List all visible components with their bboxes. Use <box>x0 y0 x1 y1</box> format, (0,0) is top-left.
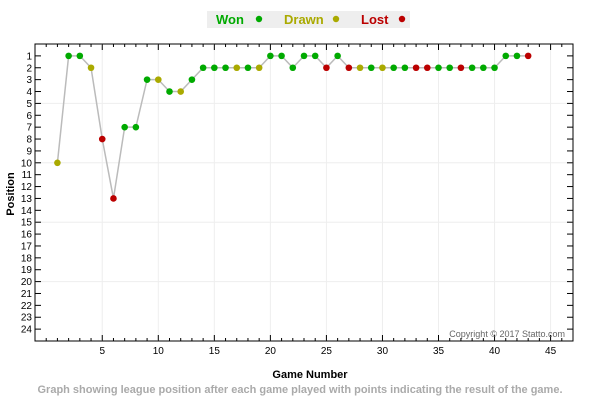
data-point-game-33 <box>412 64 420 72</box>
data-point-game-43 <box>524 52 532 60</box>
y-tick-label: 20 <box>21 277 33 288</box>
data-point-game-42 <box>513 52 521 60</box>
data-point-game-25 <box>323 64 330 72</box>
data-point-game-23 <box>300 52 308 60</box>
data-point-game-10 <box>154 76 162 83</box>
data-point-game-11 <box>166 88 173 95</box>
data-point-game-22 <box>289 64 297 72</box>
x-tick-label: 35 <box>433 346 445 357</box>
data-point-game-19 <box>255 64 263 72</box>
y-tick-label: 1 <box>26 51 32 62</box>
data-point-game-6 <box>110 195 117 202</box>
data-point-game-40 <box>491 64 498 72</box>
data-point-game-9 <box>143 76 151 83</box>
data-point-game-30 <box>379 64 386 72</box>
data-point-game-34 <box>423 64 431 72</box>
y-tick-label: 2 <box>26 63 32 74</box>
data-point-game-41 <box>502 52 510 60</box>
y-tick-label: 22 <box>21 301 33 312</box>
data-point-game-28 <box>356 64 364 72</box>
y-tick-label: 4 <box>26 87 32 98</box>
y-axis-title: Position <box>5 172 17 216</box>
y-tick-label: 9 <box>26 146 32 157</box>
axis-ticks: 5 10 15 20 25 30 35 40 4512345678910111213141516… <box>21 44 574 357</box>
data-point-game-14 <box>199 64 207 72</box>
data-point-game-31 <box>390 64 397 72</box>
data-point-game-26 <box>334 52 341 60</box>
x-axis-title: Game Number <box>272 369 348 381</box>
legend: Won Drawn Lost <box>207 11 410 28</box>
x-tick-label: 20 <box>265 346 277 357</box>
data-point-game-21 <box>278 52 285 60</box>
legend-label-won: Won <box>216 12 244 27</box>
y-tick-label: 6 <box>26 111 32 122</box>
data-points <box>54 52 532 202</box>
data-point-game-3 <box>76 52 84 60</box>
data-point-game-12 <box>177 88 185 95</box>
data-point-game-5 <box>98 135 106 143</box>
x-tick-label: 10 <box>153 346 165 357</box>
y-tick-label: 15 <box>21 218 33 229</box>
data-point-game-38 <box>468 64 476 72</box>
data-point-game-24 <box>311 52 319 60</box>
legend-label-drawn: Drawn <box>284 12 324 27</box>
x-tick-label: 5 <box>99 346 105 357</box>
y-tick-label: 18 <box>21 253 33 264</box>
y-tick-label: 19 <box>21 265 33 276</box>
data-point-game-1 <box>54 159 61 167</box>
x-tick-label: 40 <box>489 346 501 357</box>
data-point-game-4 <box>87 64 95 72</box>
data-point-game-18 <box>244 64 252 72</box>
data-point-game-2 <box>65 52 72 60</box>
y-tick-label: 12 <box>21 182 33 193</box>
y-tick-label: 7 <box>26 123 32 134</box>
data-point-game-36 <box>446 64 454 72</box>
y-tick-label: 10 <box>21 158 33 169</box>
y-tick-label: 16 <box>21 230 33 241</box>
y-tick-label: 23 <box>21 313 33 324</box>
x-tick-label: 15 <box>209 346 221 357</box>
legend-marker-lost <box>398 15 406 23</box>
legend-marker-drawn <box>332 15 340 23</box>
data-point-game-37 <box>457 64 465 72</box>
y-tick-label: 3 <box>26 75 32 86</box>
y-tick-label: 17 <box>21 241 33 252</box>
legend-marker-won <box>255 15 263 23</box>
y-tick-label: 11 <box>22 170 33 181</box>
data-point-game-35 <box>435 64 442 72</box>
data-point-game-8 <box>132 123 140 131</box>
y-tick-label: 5 <box>26 99 32 110</box>
legend-label-lost: Lost <box>361 12 389 27</box>
y-tick-label: 8 <box>26 135 32 146</box>
y-tick-label: 21 <box>21 289 33 300</box>
data-point-game-7 <box>121 123 128 131</box>
x-tick-label: 25 <box>321 346 333 357</box>
data-point-game-39 <box>480 64 487 72</box>
y-tick-label: 14 <box>21 206 33 217</box>
y-tick-label: 24 <box>21 325 33 336</box>
data-point-game-13 <box>188 76 196 83</box>
copyright-annotation: Copyright © 2017 Statto.com <box>449 329 565 339</box>
data-point-game-16 <box>222 64 229 72</box>
data-point-game-32 <box>401 64 409 72</box>
grid <box>35 44 573 341</box>
data-point-game-20 <box>267 52 274 60</box>
plot-area <box>34 43 574 342</box>
data-point-game-15 <box>211 64 218 72</box>
data-point-game-17 <box>233 64 241 72</box>
x-tick-label: 45 <box>545 346 557 357</box>
data-point-game-27 <box>345 64 353 72</box>
chart-caption: Graph showing league position after each… <box>37 384 562 396</box>
y-tick-label: 13 <box>21 194 33 205</box>
legend-box <box>207 11 410 28</box>
data-point-game-29 <box>367 64 375 72</box>
x-tick-label: 30 <box>377 346 389 357</box>
